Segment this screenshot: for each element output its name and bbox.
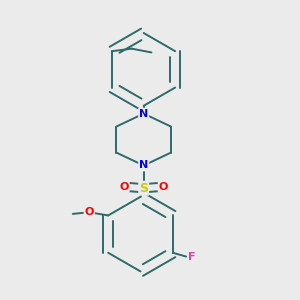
Text: O: O	[85, 207, 94, 217]
Text: O: O	[119, 182, 129, 192]
Text: F: F	[188, 252, 196, 262]
Text: N: N	[139, 109, 148, 118]
Text: N: N	[139, 160, 148, 170]
Text: S: S	[139, 182, 148, 195]
Text: O: O	[159, 182, 168, 192]
